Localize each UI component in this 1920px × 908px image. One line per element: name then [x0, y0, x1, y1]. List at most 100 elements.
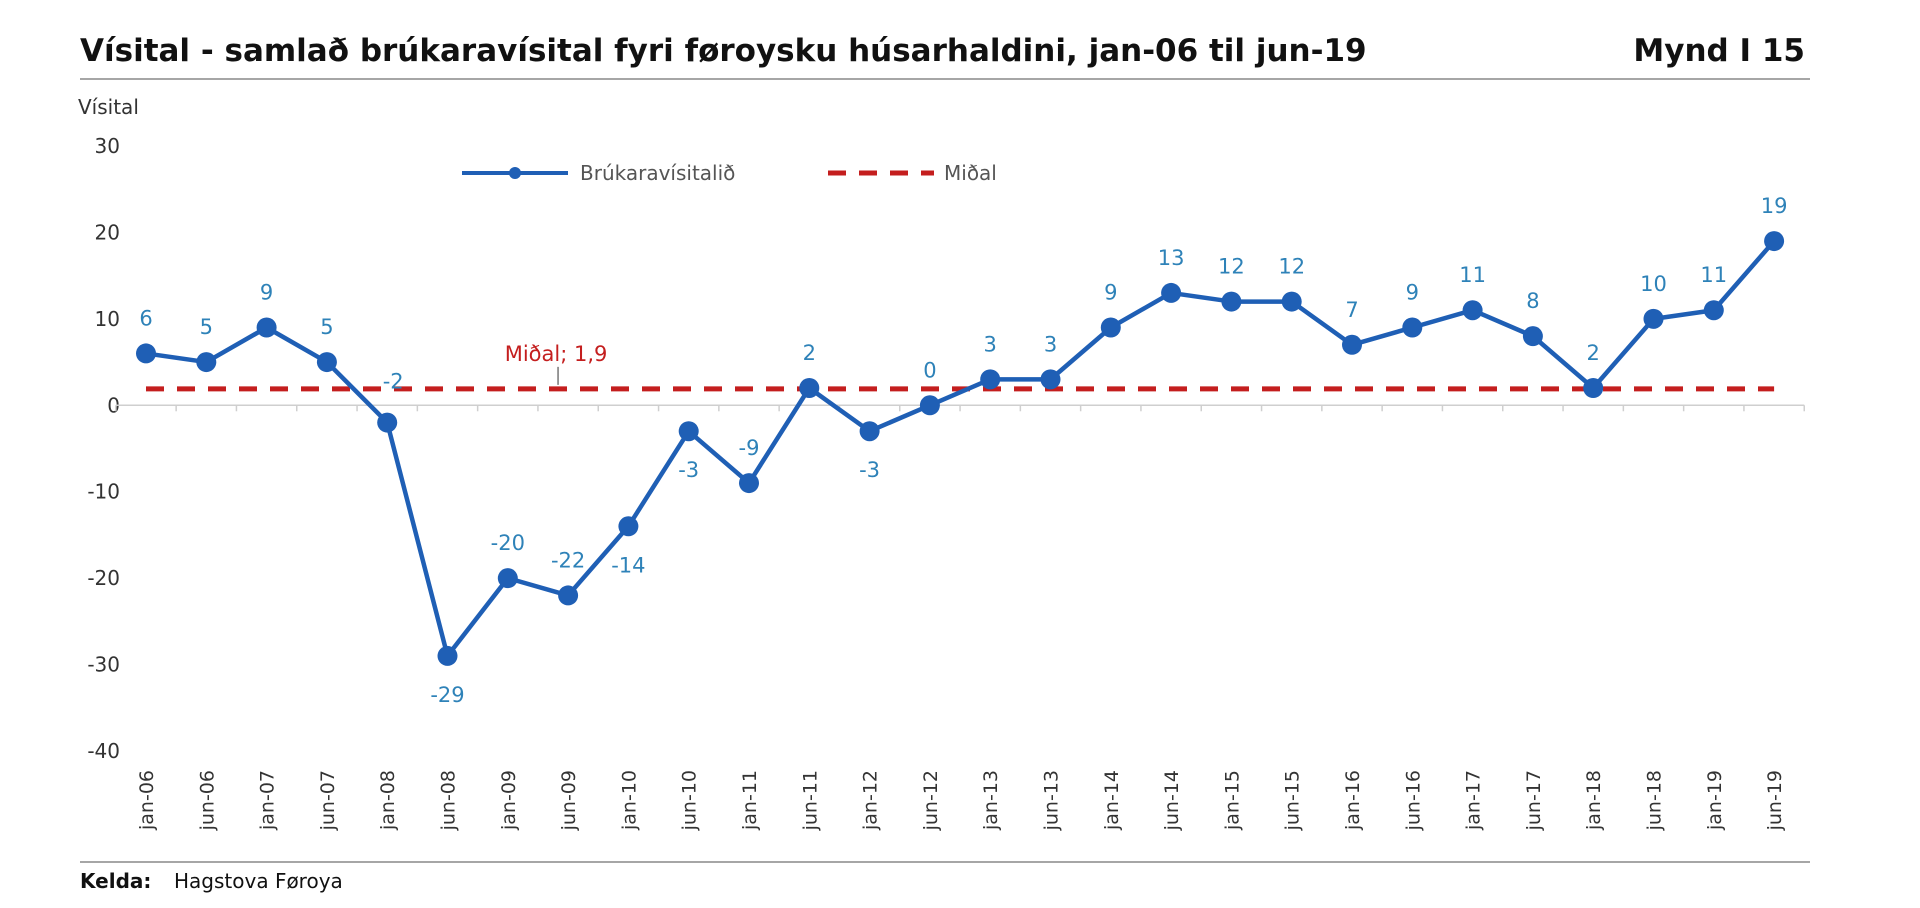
- x-tick-label: jan-07: [257, 770, 279, 831]
- x-tick-label: jun-07: [317, 770, 339, 831]
- data-point: [377, 412, 398, 433]
- y-tick-label: -30: [87, 653, 120, 677]
- y-tick-label: 0: [107, 393, 120, 417]
- data-point: [1764, 231, 1785, 252]
- data-label: 7: [1345, 298, 1358, 322]
- data-label: 2: [1587, 341, 1600, 365]
- x-tick-label: jun-09: [558, 770, 580, 831]
- y-tick-label: 10: [95, 307, 120, 331]
- data-point: [859, 421, 880, 442]
- data-point: [497, 568, 518, 589]
- data-point: [799, 378, 820, 398]
- data-label: 12: [1218, 255, 1245, 279]
- x-tick-label: jan-15: [1221, 770, 1243, 831]
- data-point: [1100, 317, 1121, 338]
- data-labels: 6 5 9 5 -2 -29 -20 -22 -14 -3 -9 2 -3 0 3 3 9 13 12 12 7 9 11 8…: [139, 194, 1787, 707]
- data-point: [1583, 378, 1604, 398]
- x-tick-label: jun-14: [1161, 770, 1183, 831]
- data-label: 11: [1700, 263, 1727, 287]
- data-point: [316, 352, 337, 373]
- y-axis-label: Vísital: [78, 95, 139, 119]
- x-tick-label: jun-08: [438, 770, 460, 831]
- x-tick-label: jun-06: [196, 770, 218, 831]
- figure-number: Mynd I 15: [1633, 33, 1805, 69]
- data-label: -14: [611, 553, 645, 577]
- data-point: [256, 317, 277, 338]
- y-tick-label: 20: [95, 220, 120, 244]
- x-tick-label: jan-08: [377, 770, 399, 831]
- data-point: [980, 369, 1001, 390]
- x-tick-label: jun-17: [1523, 770, 1545, 831]
- data-point: [1281, 291, 1302, 312]
- data-point: [437, 645, 458, 666]
- mean-label: Miðal; 1,9: [505, 342, 608, 366]
- data-label: 0: [923, 358, 936, 382]
- x-tick-label: jan-06: [136, 770, 158, 831]
- legend-mean-label: Miðal: [944, 161, 997, 185]
- x-tick-label: jan-10: [618, 770, 640, 831]
- mean-line-group: Miðal; 1,9: [146, 342, 1775, 392]
- data-label: 19: [1761, 194, 1788, 218]
- chart-title: Vísital - samlað brúkaravísital fyri før…: [80, 33, 1367, 69]
- x-tick-label: jun-10: [679, 770, 701, 831]
- data-point: [1221, 291, 1242, 312]
- data-point: [919, 395, 940, 416]
- data-point: [739, 473, 759, 494]
- data-point: [1161, 282, 1182, 303]
- data-label: -22: [551, 548, 585, 572]
- data-label: 6: [139, 306, 152, 330]
- data-point: [678, 421, 699, 442]
- y-tick-label: -40: [87, 739, 120, 763]
- data-label: 8: [1526, 289, 1539, 313]
- y-tick-label: -20: [87, 566, 120, 590]
- data-point: [558, 585, 579, 606]
- data-label: 12: [1278, 255, 1305, 279]
- data-label: 9: [1406, 281, 1419, 305]
- x-tick-label: jan-19: [1704, 770, 1726, 831]
- data-point: [196, 352, 217, 373]
- data-label: 5: [200, 315, 213, 339]
- data-label: -20: [491, 531, 525, 555]
- y-tick-label: 30: [95, 134, 120, 158]
- data-label: -2: [383, 370, 404, 394]
- data-point: [136, 343, 156, 364]
- x-tick-label: jun-11: [799, 770, 821, 831]
- x-tick-label: jun-16: [1402, 770, 1424, 831]
- source-value: Hagstova Føroya: [174, 869, 343, 893]
- data-point: [1040, 369, 1061, 390]
- x-tick-label: jan-09: [498, 770, 520, 831]
- data-label: -3: [678, 458, 699, 482]
- series-group: [136, 231, 1785, 666]
- data-label: 13: [1158, 246, 1185, 270]
- data-label: 9: [260, 281, 273, 305]
- data-point: [1703, 300, 1724, 321]
- x-tick-label: jan-16: [1342, 770, 1364, 831]
- data-label: 3: [1044, 332, 1057, 356]
- x-tick-label: jan-18: [1583, 770, 1605, 831]
- data-point: [1643, 308, 1664, 329]
- data-label: 2: [803, 341, 816, 365]
- data-label: 9: [1104, 281, 1117, 305]
- x-tick-label: jan-13: [980, 770, 1002, 831]
- x-tick-label: jun-15: [1282, 770, 1304, 831]
- data-point: [618, 516, 639, 537]
- x-tick-label: jun-19: [1764, 770, 1786, 831]
- data-point: [1342, 334, 1362, 355]
- legend-series-marker: [509, 167, 521, 179]
- data-label: 3: [984, 332, 997, 356]
- data-label: -9: [739, 436, 760, 460]
- legend-series-label: Brúkaravísitalið: [580, 161, 735, 185]
- data-point: [1522, 326, 1543, 347]
- x-tick-label: jun-13: [1041, 770, 1063, 831]
- data-label: 10: [1640, 272, 1667, 296]
- series-line: [145, 239, 1776, 659]
- data-point: [1462, 300, 1483, 321]
- legend: Brúkaravísitalið Miðal: [462, 161, 997, 185]
- x-tick-label: jan-12: [860, 770, 882, 831]
- y-tick-label: -10: [87, 480, 120, 504]
- source-label: Kelda:: [80, 869, 151, 893]
- x-tick-label: jan-14: [1101, 770, 1123, 831]
- x-tick-label: jan-17: [1463, 770, 1485, 831]
